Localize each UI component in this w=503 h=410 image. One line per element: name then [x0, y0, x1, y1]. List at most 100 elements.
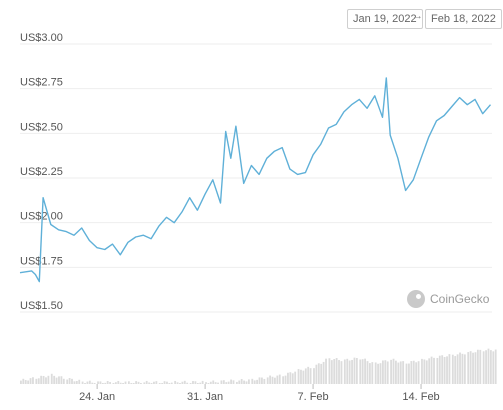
- volume-bar: [196, 383, 199, 384]
- volume-bar: [304, 368, 307, 384]
- y-tick-label: US$1.50: [20, 300, 63, 312]
- volume-bar: [35, 378, 38, 384]
- volume-bar: [225, 382, 228, 384]
- volume-bar: [443, 357, 446, 384]
- volume-bar: [325, 358, 327, 384]
- volume-bar: [402, 361, 405, 384]
- volume-bar: [454, 356, 457, 384]
- volume-bar: [410, 361, 413, 384]
- volume-bar: [417, 361, 420, 384]
- volume-bar: [274, 377, 276, 384]
- volume-bar: [441, 355, 444, 384]
- x-tick-label: 24. Jan: [79, 391, 115, 403]
- volume-bar: [183, 380, 186, 384]
- volume-bar: [45, 377, 47, 384]
- volume-bar: [251, 378, 254, 384]
- volume-bar: [179, 383, 181, 384]
- volume-bar: [205, 382, 207, 384]
- volume-bar: [266, 377, 269, 384]
- volume-bar: [397, 362, 400, 384]
- volume-bar: [84, 383, 86, 384]
- volume-bar: [199, 382, 202, 384]
- volume-bar: [353, 357, 356, 384]
- y-axis-ticks: US$1.50 US$1.75 US$2.00 US$2.25 US$2.50 US$2.…: [20, 32, 63, 312]
- volume-bar: [230, 379, 232, 384]
- x-tick-label: 7. Feb: [297, 391, 328, 403]
- volume-bar: [489, 350, 492, 384]
- x-tick-label: 31. Jan: [187, 391, 223, 403]
- volume-bar: [127, 381, 130, 384]
- volume-bar: [232, 380, 235, 384]
- volume-bar: [421, 358, 423, 384]
- volume-bar: [494, 349, 497, 384]
- y-tick-label: US$2.75: [20, 77, 63, 89]
- volume-bar: [117, 380, 120, 384]
- volume-bar: [109, 382, 111, 384]
- volume-bar: [379, 363, 382, 384]
- volume-bar: [119, 382, 122, 384]
- volume-bar: [27, 380, 30, 384]
- volume-bar: [81, 381, 84, 384]
- y-tick-label: US$1.75: [20, 255, 63, 267]
- volume-bar: [186, 382, 189, 384]
- date-range-end[interactable]: Feb 18, 2022: [425, 9, 502, 29]
- y-tick-label: US$2.00: [20, 211, 63, 223]
- volume-bar: [99, 381, 102, 384]
- volume-bar: [263, 378, 266, 384]
- volume-bar: [459, 352, 461, 384]
- volume-bar: [392, 358, 395, 384]
- volume-bar: [135, 381, 138, 384]
- volume-bar: [88, 380, 91, 384]
- volume-bar: [29, 378, 32, 384]
- volume-bar: [235, 381, 238, 384]
- volume-bar: [284, 375, 287, 384]
- volume-bar: [451, 354, 454, 384]
- volume-bar: [243, 380, 245, 384]
- volume-bar: [430, 356, 433, 384]
- volume-bar: [261, 377, 263, 384]
- volume-bar: [93, 383, 96, 384]
- volume-bar: [335, 358, 338, 384]
- volume-bar: [256, 379, 259, 384]
- volume-bar: [361, 359, 364, 384]
- volume-bar: [153, 381, 155, 384]
- volume-bar: [214, 382, 217, 384]
- volume-bar: [240, 379, 243, 384]
- volume-bar: [75, 381, 78, 384]
- volume-bar: [467, 352, 470, 384]
- volume-bar: [377, 363, 379, 384]
- volume-bar: [461, 353, 464, 384]
- volume-bar: [132, 383, 135, 384]
- volume-bar: [248, 379, 250, 384]
- volume-bar: [58, 376, 60, 384]
- volume-bar: [313, 368, 315, 384]
- volume-bar: [155, 381, 158, 384]
- volume-bar: [423, 359, 426, 384]
- volume-bar: [181, 381, 184, 384]
- volume-bar: [448, 354, 451, 384]
- volume-bar: [315, 364, 318, 384]
- volume-bar: [37, 378, 40, 384]
- volume-bar: [338, 360, 340, 384]
- volume-bar: [86, 381, 89, 384]
- volume-bar: [289, 372, 292, 384]
- volume-bar: [485, 350, 487, 384]
- volume-bar: [368, 363, 371, 384]
- volume-bar: [258, 377, 261, 384]
- volume-bar: [300, 369, 302, 384]
- volume-bar: [492, 351, 495, 384]
- volume-bar: [469, 351, 472, 384]
- volume-bar: [130, 383, 133, 384]
- volume-bar: [73, 381, 76, 384]
- volume-bar: [163, 381, 166, 384]
- volume-bar: [60, 376, 63, 384]
- coingecko-watermark: CoinGecko: [407, 290, 489, 308]
- volume-bar: [320, 363, 323, 384]
- volume-bar: [22, 378, 25, 384]
- date-range-start[interactable]: Jan 19, 2022: [347, 9, 423, 29]
- volume-bar: [386, 361, 389, 384]
- volume-bar: [399, 361, 402, 384]
- volume-bar: [463, 354, 466, 384]
- volume-bar: [425, 360, 428, 384]
